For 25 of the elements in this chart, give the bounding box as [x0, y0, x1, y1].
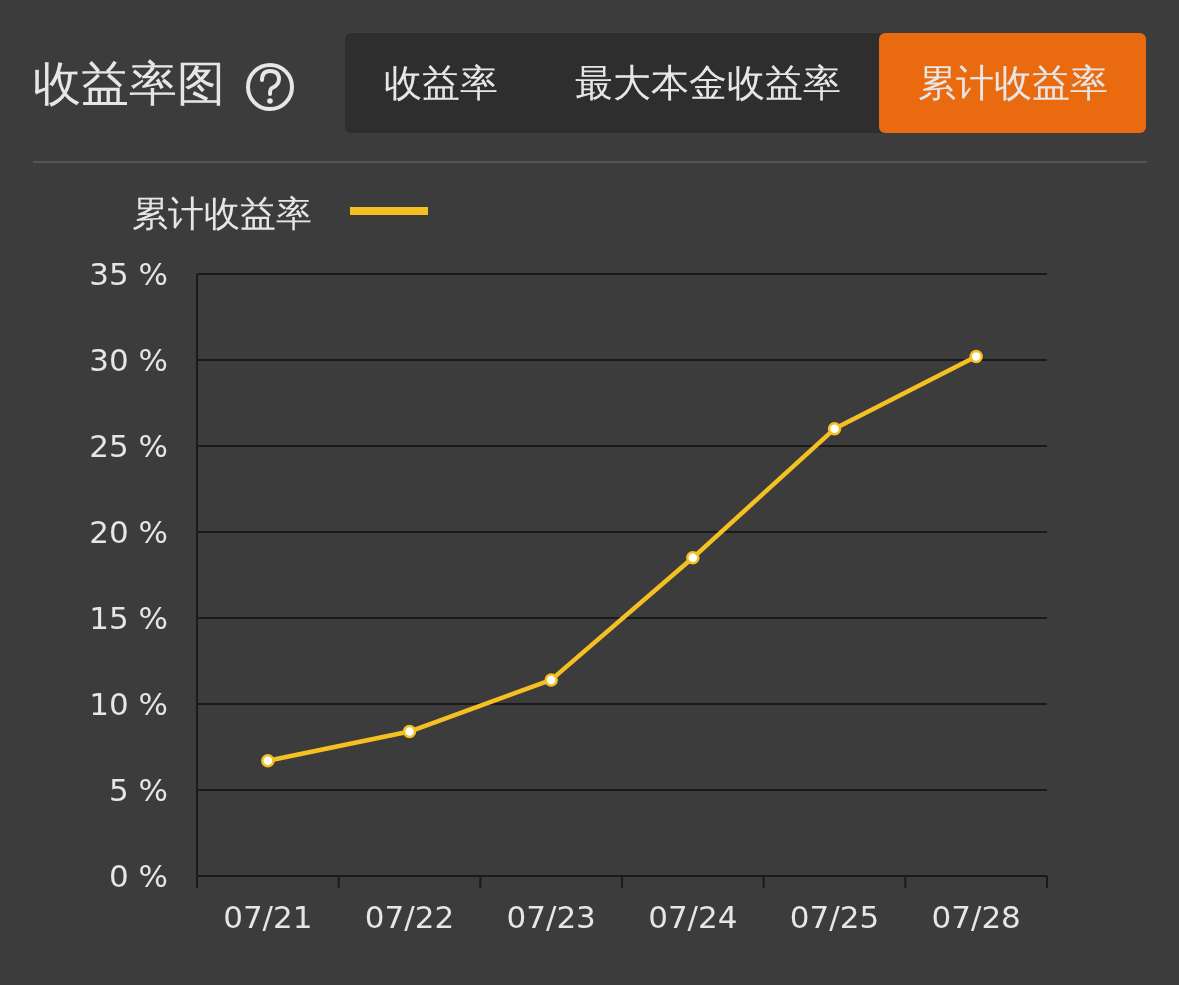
point [969, 349, 983, 364]
y-tick-label: 10 % [89, 685, 168, 722]
y-tick-label: 30 % [89, 341, 168, 378]
text: 最大本金收益率 [574, 61, 841, 105]
y-tick-label: 15 % [89, 599, 168, 636]
chart-title: 收益率图 [33, 55, 225, 111]
y-tick-label: 5 % [108, 771, 168, 808]
x-tick-label: 07/24 [648, 899, 738, 935]
point [402, 724, 417, 739]
y-tick-label: 20 % [89, 513, 168, 550]
x-tick-label: 07/21 [223, 899, 313, 935]
point [544, 673, 558, 687]
x-tick-label: 07/23 [506, 899, 596, 935]
point [827, 422, 842, 436]
text: 收益率 [383, 61, 498, 105]
text: 累计收益率 [917, 61, 1108, 105]
y-tick-label: 25 % [89, 427, 168, 464]
legend-label: 累计收益率 [132, 193, 312, 234]
x-tick-label: 07/22 [364, 899, 455, 935]
y-tick-label: 35 % [89, 255, 168, 292]
y-tick-label: 0 % [108, 857, 168, 894]
x-tick-label: 07/28 [931, 899, 1021, 935]
x-tick-label: 07/25 [789, 899, 880, 935]
point [686, 551, 700, 565]
point [261, 754, 275, 768]
